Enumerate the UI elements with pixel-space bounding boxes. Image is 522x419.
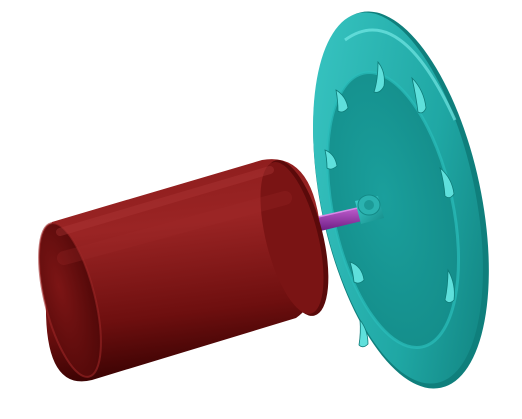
impeller-disc <box>313 11 489 389</box>
motor-cylinder <box>38 159 329 382</box>
impeller-hub <box>355 194 384 224</box>
impeller-vanes <box>324 60 455 348</box>
